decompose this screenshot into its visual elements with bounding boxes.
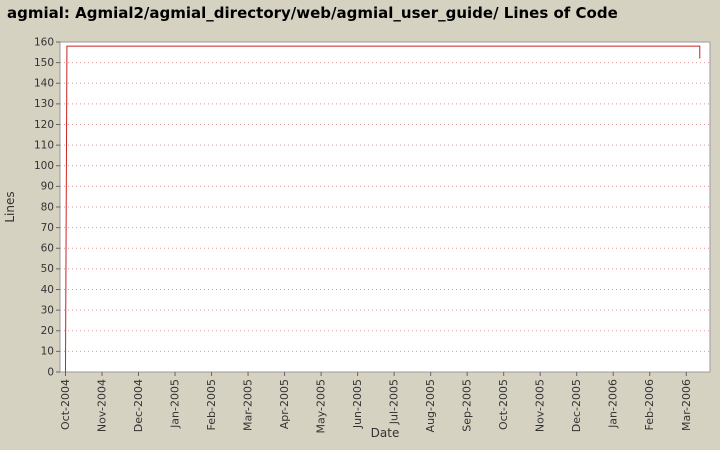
y-tick-label: 60 xyxy=(41,243,54,255)
x-tick-label: Jun-2005 xyxy=(351,379,364,429)
y-tick-label: 80 xyxy=(41,201,54,213)
x-tick-label: Apr-2005 xyxy=(278,379,291,429)
x-tick-label: Feb-2005 xyxy=(205,379,218,430)
y-tick-label: 90 xyxy=(41,181,54,193)
x-axis-label: Date xyxy=(371,426,400,440)
y-tick-label: 70 xyxy=(41,222,54,234)
y-tick-label: 10 xyxy=(41,346,54,358)
series-line xyxy=(64,45,701,373)
x-tick-label: May-2005 xyxy=(315,379,328,434)
y-tick-label: 100 xyxy=(34,160,54,172)
y-tick-label: 0 xyxy=(47,366,54,378)
y-tick-label: 110 xyxy=(34,139,54,151)
x-tick-label: Dec-2004 xyxy=(132,379,145,432)
y-tick-label: 50 xyxy=(41,263,54,275)
x-tick-label: Jan-2006 xyxy=(607,379,620,429)
y-tick-label: 30 xyxy=(41,304,54,316)
y-axis-label: Lines xyxy=(3,191,17,222)
y-tick-label: 140 xyxy=(34,78,54,90)
x-tick-label: Feb-2006 xyxy=(643,379,656,430)
y-tick-label: 160 xyxy=(34,36,54,48)
y-tick-label: 20 xyxy=(41,325,54,337)
x-tick-label: Sep-2005 xyxy=(461,379,474,432)
x-tick-label: Nov-2004 xyxy=(95,379,108,432)
y-tick-label: 40 xyxy=(41,284,54,296)
x-tick-label: Dec-2005 xyxy=(570,379,583,432)
x-tick-label: Jan-2005 xyxy=(169,379,182,429)
x-tick-label: Mar-2006 xyxy=(680,379,693,431)
x-tick-label: Jul-2005 xyxy=(388,379,401,425)
chart-title: agmial: Agmial2/agmial_directory/web/agm… xyxy=(7,4,618,22)
x-tick-label: Oct-2004 xyxy=(59,379,72,430)
y-tick-label: 150 xyxy=(34,57,54,69)
x-tick-label: Mar-2005 xyxy=(242,379,255,431)
x-tick-label: Oct-2005 xyxy=(497,379,510,430)
x-tick-label: Nov-2005 xyxy=(534,379,547,432)
y-tick-label: 120 xyxy=(34,119,54,131)
x-tick-label: Aug-2005 xyxy=(424,379,437,432)
y-tick-label: 130 xyxy=(34,98,54,110)
